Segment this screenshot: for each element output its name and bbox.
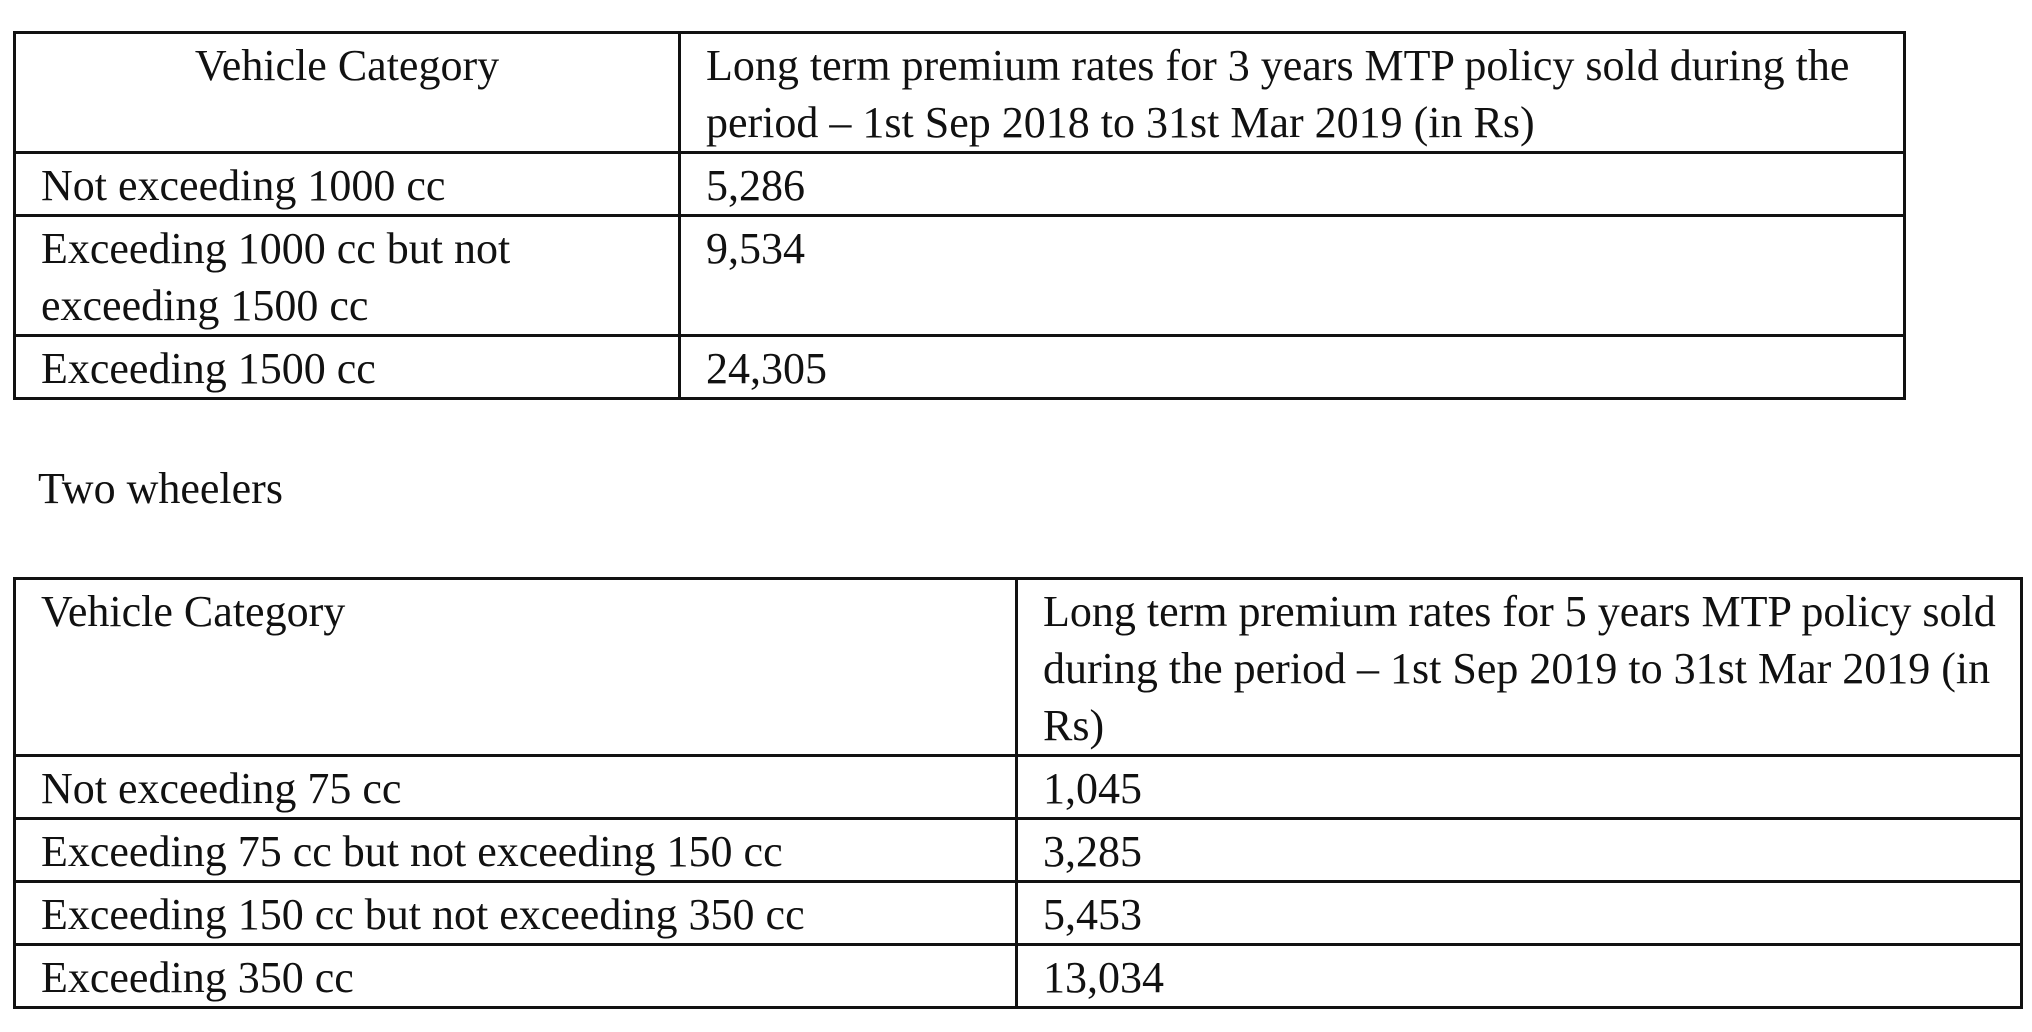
premium-rate-cell: 5,286 <box>678 151 1906 217</box>
vehicle-category-cell: Exceeding 350 cc <box>13 943 1018 1009</box>
table-row: Not exceeding 75 cc 1,045 <box>13 754 2023 820</box>
vehicle-category-cell: Exceeding 75 cc but not exceeding 150 cc <box>13 817 1018 883</box>
table-row: Exceeding 75 cc but not exceeding 150 cc… <box>13 817 2023 883</box>
table-row: Not exceeding 1000 cc 5,286 <box>13 151 1906 217</box>
vehicle-category-cell: Exceeding 150 cc but not exceeding 350 c… <box>13 880 1018 946</box>
header-premium-rate: Long term premium rates for 5 years MTP … <box>1015 577 2023 757</box>
table-header-row: Vehicle Category Long term premium rates… <box>13 577 2023 757</box>
vehicle-category-cell: Exceeding 1500 cc <box>13 334 681 400</box>
vehicle-category-cell: Exceeding 1000 cc but not exceeding 1500… <box>13 214 681 337</box>
header-vehicle-category: Vehicle Category <box>13 577 1018 757</box>
table-header-row: Vehicle Category Long term premium rates… <box>13 31 1906 154</box>
header-premium-rate: Long term premium rates for 3 years MTP … <box>678 31 1906 154</box>
table-row: Exceeding 1000 cc but not exceeding 1500… <box>13 214 1906 337</box>
cars-premium-table: Vehicle Category Long term premium rates… <box>13 31 1906 400</box>
header-vehicle-category: Vehicle Category <box>13 31 681 154</box>
premium-rate-cell: 1,045 <box>1015 754 2023 820</box>
table-row: Exceeding 1500 cc 24,305 <box>13 334 1906 400</box>
two-wheelers-caption: Two wheelers <box>38 464 283 513</box>
vehicle-category-cell: Not exceeding 75 cc <box>13 754 1018 820</box>
premium-rate-cell: 5,453 <box>1015 880 2023 946</box>
premium-rate-cell: 13,034 <box>1015 943 2023 1009</box>
table-row: Exceeding 350 cc 13,034 <box>13 943 2023 1009</box>
vehicle-category-cell: Not exceeding 1000 cc <box>13 151 681 217</box>
table-row: Exceeding 150 cc but not exceeding 350 c… <box>13 880 2023 946</box>
premium-rate-cell: 3,285 <box>1015 817 2023 883</box>
two-wheelers-premium-table: Vehicle Category Long term premium rates… <box>13 577 2023 1009</box>
premium-rate-cell: 9,534 <box>678 214 1906 337</box>
premium-rate-cell: 24,305 <box>678 334 1906 400</box>
